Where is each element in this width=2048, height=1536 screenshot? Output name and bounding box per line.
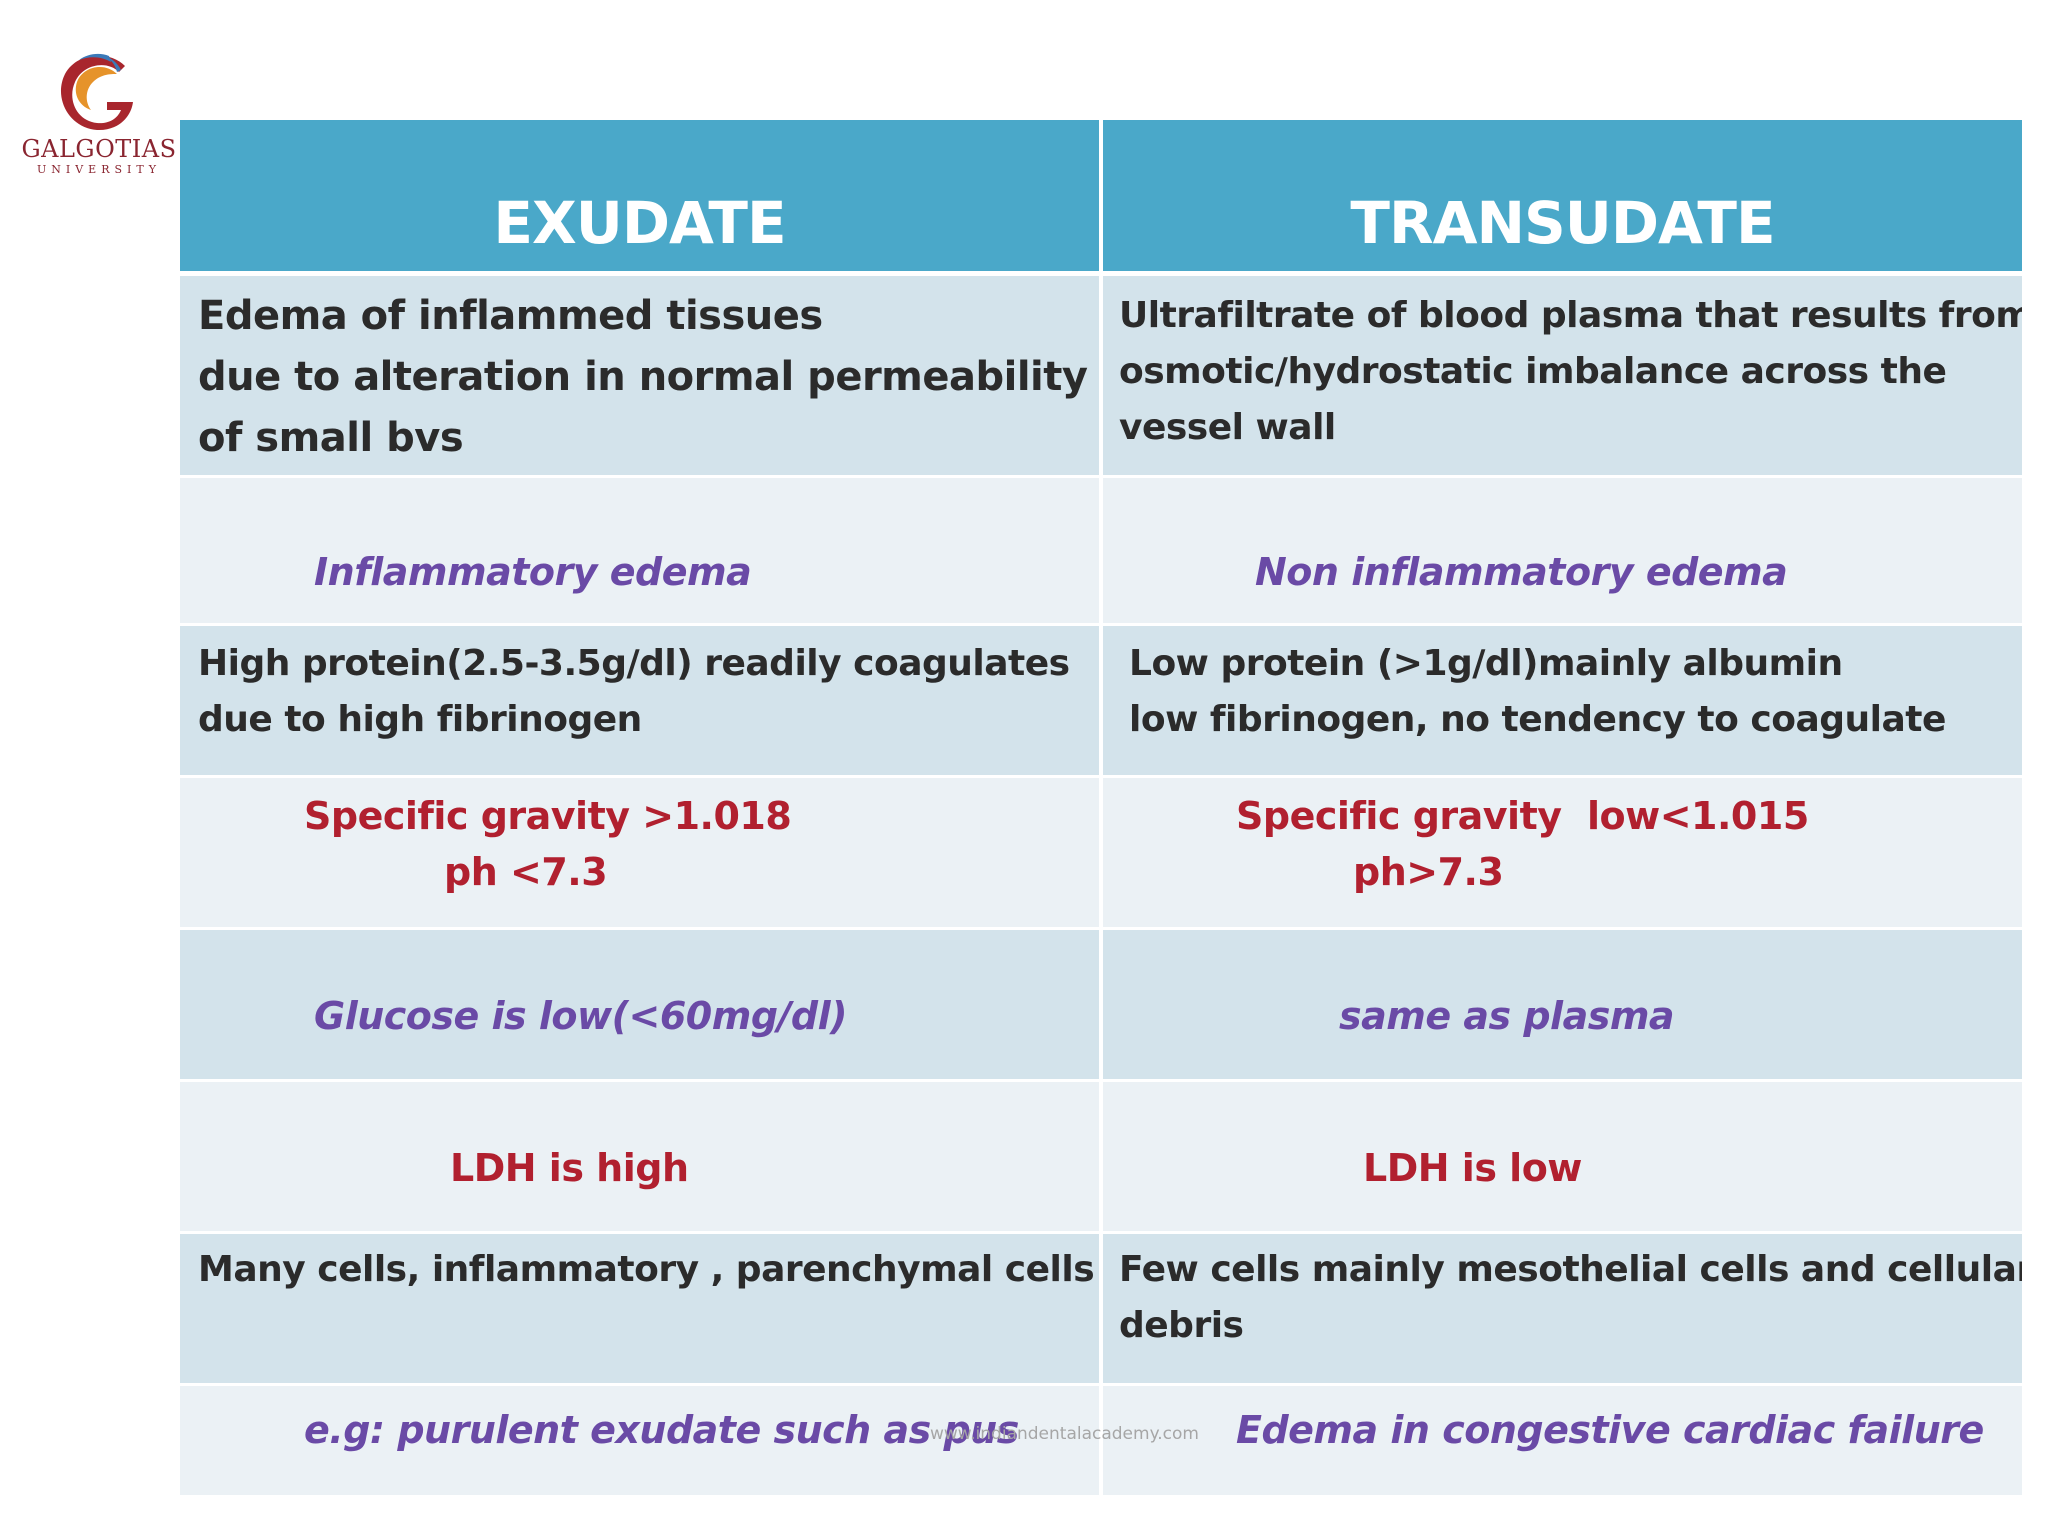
exudate-protein: High protein(2.5-3.5g/dl) readily coagul… [198,643,1070,740]
table-row: e.g: purulent exudate such as pus [180,1386,1099,1498]
table-row: High protein(2.5-3.5g/dl) readily coagul… [180,626,1099,778]
table-row: LDH is low [1103,1082,2022,1234]
transudate-definition: Ultrafiltrate of blood plasma that resul… [1119,295,2022,448]
exudate-definition: Edema of inflammed tissues due to altera… [198,293,1088,461]
exudate-example: e.g: purulent exudate such as pus [304,1408,1019,1452]
exudate-specific-gravity: Specific gravity >1.018 [304,794,792,838]
comparison-table: EXUDATE TRANSUDATE Edema of inflammed ti… [180,120,2022,1498]
logo-name: GALGOTIAS [21,135,177,163]
table-row: Non inflammatory edema [1103,478,2022,626]
table-row: Specific gravity low<1.015 ph>7.3 [1103,778,2022,930]
table-row: Ultrafiltrate of blood plasma that resul… [1103,276,2022,478]
exudate-cells: Many cells, inflammatory , parenchymal c… [198,1249,1095,1290]
exudate-ph: ph <7.3 [444,850,608,894]
table-row: Specific gravity >1.018 ph <7.3 [180,778,1099,930]
university-logo: GALGOTIAS UNIVERSITY [14,44,184,184]
transudate-example: Edema in congestive cardiac failure [1236,1408,1984,1452]
header-exudate: EXUDATE [180,120,1099,276]
transudate-specific-gravity: Specific gravity low<1.015 [1236,794,1809,838]
galgotias-g-icon [60,53,133,131]
table-row: Edema of inflammed tissues due to altera… [180,276,1099,478]
transudate-edema-type: Non inflammatory edema [1255,550,1788,594]
table-row: same as plasma [1103,930,2022,1082]
table-row: Few cells mainly mesothelial cells and c… [1103,1234,2022,1386]
transudate-ph: ph>7.3 [1353,850,1504,894]
table-row: Many cells, inflammatory , parenchymal c… [180,1234,1099,1386]
transudate-cells: Few cells mainly mesothelial cells and c… [1119,1249,2022,1346]
table-row: Glucose is low(<60mg/dl) [180,930,1099,1082]
table-row: Edema in congestive cardiac failure [1103,1386,2022,1498]
exudate-ldh: LDH is high [450,1146,689,1190]
table-row: Low protein (>1g/dl)mainly albumin low f… [1103,626,2022,778]
table-row: Inflammatory edema [180,478,1099,626]
transudate-protein: Low protein (>1g/dl)mainly albumin low f… [1129,643,1946,740]
table-row: LDH is high [180,1082,1099,1234]
exudate-edema-type: Inflammatory edema [314,550,752,594]
transudate-glucose: same as plasma [1339,994,1675,1038]
watermark-text: www.indiandentalacademy.com [930,1424,1199,1444]
exudate-glucose: Glucose is low(<60mg/dl) [314,994,848,1038]
logo-subtitle: UNIVERSITY [37,163,161,176]
header-transudate: TRANSUDATE [1103,120,2022,276]
transudate-ldh: LDH is low [1363,1146,1582,1190]
